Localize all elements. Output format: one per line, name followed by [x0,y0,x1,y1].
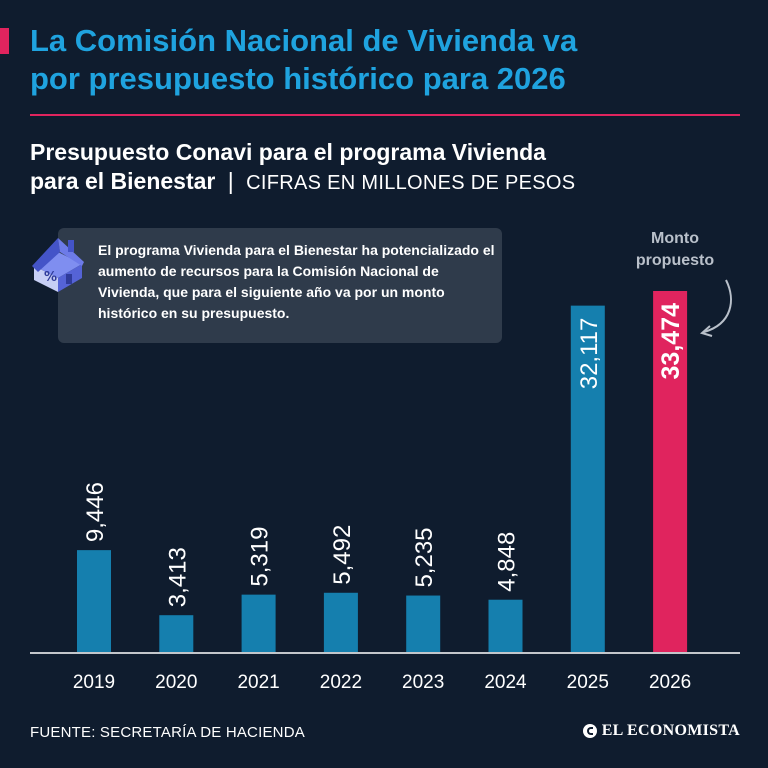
x-tick-2026: 2026 [649,672,691,693]
callout-label: Monto propuesto [620,228,730,272]
headline-divider [30,114,740,116]
headline: La Comisión Nacional de Vivienda va por … [30,22,750,98]
house-percent-icon: % [32,238,84,292]
brand-mark-icon [582,724,597,738]
brand-logo: EL ECONOMISTA [582,722,740,740]
brand-name: EL ECONOMISTA [601,722,740,739]
x-tick-2023: 2023 [402,672,444,693]
bar-2025 [570,305,605,652]
note-box [58,228,502,343]
bar-label-2021: 5,319 [247,527,274,587]
bar-label-2019: 9,446 [82,482,109,542]
headline-accent-bar [0,28,9,54]
chart-subtitle: Presupuesto Conavi para el programa Vivi… [30,138,750,198]
callout-arrow-icon [699,279,732,337]
bar-label-2022: 5,492 [329,525,356,585]
bar-label-2026: 33,474 [657,303,685,380]
subtitle-line-2: para el Bienestar [30,168,216,194]
x-tick-2025: 2025 [567,672,609,693]
callout-line-1: Monto [651,230,699,247]
bar-label-2023: 5,235 [411,527,438,587]
subtitle-units: CIFRAS EN MILLONES DE PESOS [246,172,576,194]
subtitle-separator: | [227,168,234,194]
x-tick-2021: 2021 [237,672,279,693]
bar-2024 [488,599,523,652]
bar-label-2024: 4,848 [494,532,521,592]
bar-2021 [241,594,276,652]
headline-line-1: La Comisión Nacional de Vivienda va [30,23,578,58]
headline-line-2: por presupuesto histórico para 2026 [30,61,566,96]
subtitle-line-1: Presupuesto Conavi para el programa Vivi… [30,139,546,165]
bar-2023 [406,595,441,652]
source-note: FUENTE: SECRETARÍA DE HACIENDA [30,724,305,741]
bar-label-2020: 3,413 [164,547,191,607]
bar-2019 [77,550,111,652]
x-tick-2022: 2022 [320,672,362,693]
bar-2026 [653,291,688,652]
x-tick-2024: 2024 [484,672,527,693]
x-tick-2020: 2020 [155,672,197,693]
bar-2022 [323,592,358,652]
callout-line-2: propuesto [635,252,715,269]
bar-label-2025: 32,117 [576,318,603,390]
x-tick-2019: 2019 [73,672,115,693]
bar-2020 [159,615,194,652]
note-text: El programa Vivienda para el Bienestar h… [98,242,495,321]
svg-text:%: % [44,270,57,285]
